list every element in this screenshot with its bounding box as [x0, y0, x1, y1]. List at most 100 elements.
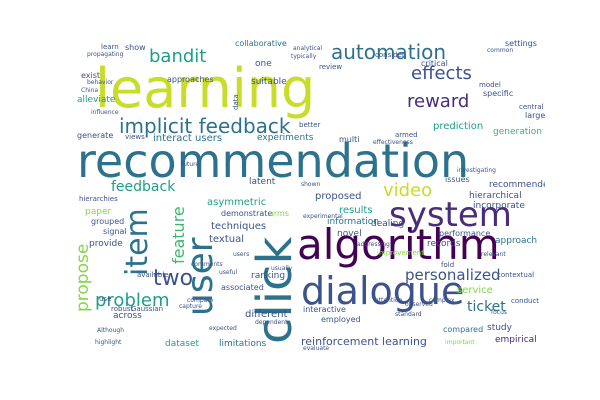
- word-automation: automation: [331, 40, 447, 64]
- word-compared: compared: [443, 325, 484, 334]
- word-implicit-feedback: implicit feedback: [119, 114, 291, 138]
- word-paper: paper: [85, 207, 112, 217]
- word-latent: latent: [249, 177, 276, 187]
- word-central: central: [519, 103, 544, 111]
- word-consider: consider: [375, 51, 405, 59]
- word-generation: generation: [493, 127, 542, 137]
- word-attention: attention: [375, 297, 403, 304]
- word-suitable: suitable: [251, 77, 287, 87]
- word-future: future: [181, 161, 200, 168]
- word-proposed: proposed: [315, 191, 362, 202]
- word-one: one: [255, 59, 272, 69]
- word-fold: fold: [441, 261, 455, 269]
- word-empirical: empirical: [495, 335, 537, 345]
- word-alleviate: alleviate: [77, 95, 116, 105]
- word-reinforcement-learning: reinforcement learning: [301, 335, 427, 348]
- word-ticket: ticket: [467, 299, 506, 315]
- word-users: users: [233, 251, 250, 258]
- word-recommender: recommender: [489, 180, 545, 190]
- word-item: item: [120, 208, 155, 276]
- word-conduct: conduct: [511, 297, 540, 305]
- word-usually: usually: [271, 265, 293, 272]
- word-hierarchical: hierarchical: [469, 191, 522, 201]
- word-focus: focus: [491, 309, 508, 316]
- word-standard: standard: [395, 311, 422, 318]
- word-feature: feature: [169, 206, 188, 264]
- word-critical: critical: [421, 59, 448, 68]
- word-views: views: [125, 133, 145, 141]
- word-results: results: [339, 205, 373, 216]
- word-data: data: [232, 94, 240, 110]
- word-demonstrate: demonstrate: [221, 209, 273, 218]
- word-approach: approach: [495, 236, 538, 246]
- word-techniques: techniques: [211, 221, 267, 232]
- word-different: different: [245, 309, 288, 320]
- word-two: two: [153, 266, 194, 291]
- word-approaches: approaches: [167, 75, 214, 84]
- word-typically: typically: [291, 53, 317, 60]
- word-robust: robust: [111, 305, 134, 313]
- word-gaussian: Gaussian: [131, 305, 164, 313]
- word-associated: associated: [221, 283, 264, 292]
- word-problem: problem: [95, 290, 170, 311]
- word-china: China: [81, 87, 99, 94]
- word-addressing: addressing: [357, 241, 390, 248]
- word-available: available: [137, 271, 169, 279]
- word-study: study: [487, 323, 512, 333]
- word-collaborative: collaborative: [235, 40, 287, 48]
- word-although: Although: [97, 327, 125, 334]
- word-experimental: experimental: [303, 213, 343, 220]
- word-asymmetric: asymmetric: [207, 197, 267, 208]
- word-textual: textual: [209, 234, 244, 245]
- word-ranking: ranking: [251, 271, 286, 281]
- word-service: service: [457, 285, 493, 296]
- word-important: important: [445, 339, 475, 346]
- word-improvement: improvement: [377, 249, 424, 257]
- word-effects: effects: [411, 63, 472, 84]
- word-show: show: [125, 43, 146, 52]
- word-reward: reward: [407, 91, 470, 112]
- word-interact-users: interact users: [153, 133, 223, 144]
- word-contextual: contextual: [497, 271, 535, 279]
- word-specific: specific: [483, 89, 514, 98]
- word-relevant: relevant: [481, 251, 506, 258]
- word-propagating: propagating: [87, 51, 124, 58]
- word-issues: issues: [445, 175, 470, 184]
- word-large: large: [525, 111, 545, 120]
- word-compare: compare: [187, 297, 214, 304]
- word-evaluate: evaluate: [303, 345, 330, 351]
- word-limitations: limitations: [219, 339, 267, 349]
- word-interactive: interactive: [303, 305, 346, 314]
- word-system: system: [389, 195, 512, 235]
- word-capture: capture: [179, 303, 202, 310]
- word-cloud: learning recommendation system algorithm…: [75, 40, 545, 350]
- word-dependent: dependent: [255, 319, 288, 326]
- word-learning: learning: [95, 57, 316, 120]
- word-exist: exist: [81, 71, 101, 80]
- word-dealing: dealing: [371, 219, 405, 229]
- word-multi: multi: [339, 135, 360, 144]
- word-settings: settings: [505, 40, 537, 48]
- word-comments: comments: [191, 261, 223, 268]
- word-behavior: behavior: [87, 79, 114, 86]
- word-incorporate: incorporate: [473, 201, 525, 211]
- word-provide: provide: [89, 239, 123, 249]
- word-better: better: [299, 121, 321, 129]
- word-video: video: [383, 180, 433, 201]
- word-model: model: [479, 81, 501, 89]
- word-signal: signal: [103, 227, 127, 236]
- word-dataset: dataset: [165, 339, 200, 349]
- word-employed: employed: [321, 315, 361, 324]
- word-feedback: feedback: [111, 179, 176, 195]
- word-dialogue: dialogue: [301, 269, 465, 313]
- word-observed: observed: [405, 301, 433, 308]
- word-useful: useful: [219, 269, 238, 276]
- word-hierarchies: hierarchies: [79, 195, 118, 203]
- word-propose: propose: [75, 243, 93, 312]
- word-algorithm: algorithm: [297, 220, 500, 269]
- word-shown: shown: [301, 181, 321, 188]
- word-performance: performance: [439, 229, 491, 238]
- word-investigating: investigating: [457, 167, 496, 174]
- word-learn: learn: [101, 43, 119, 51]
- word-analytical: analytical: [293, 45, 323, 52]
